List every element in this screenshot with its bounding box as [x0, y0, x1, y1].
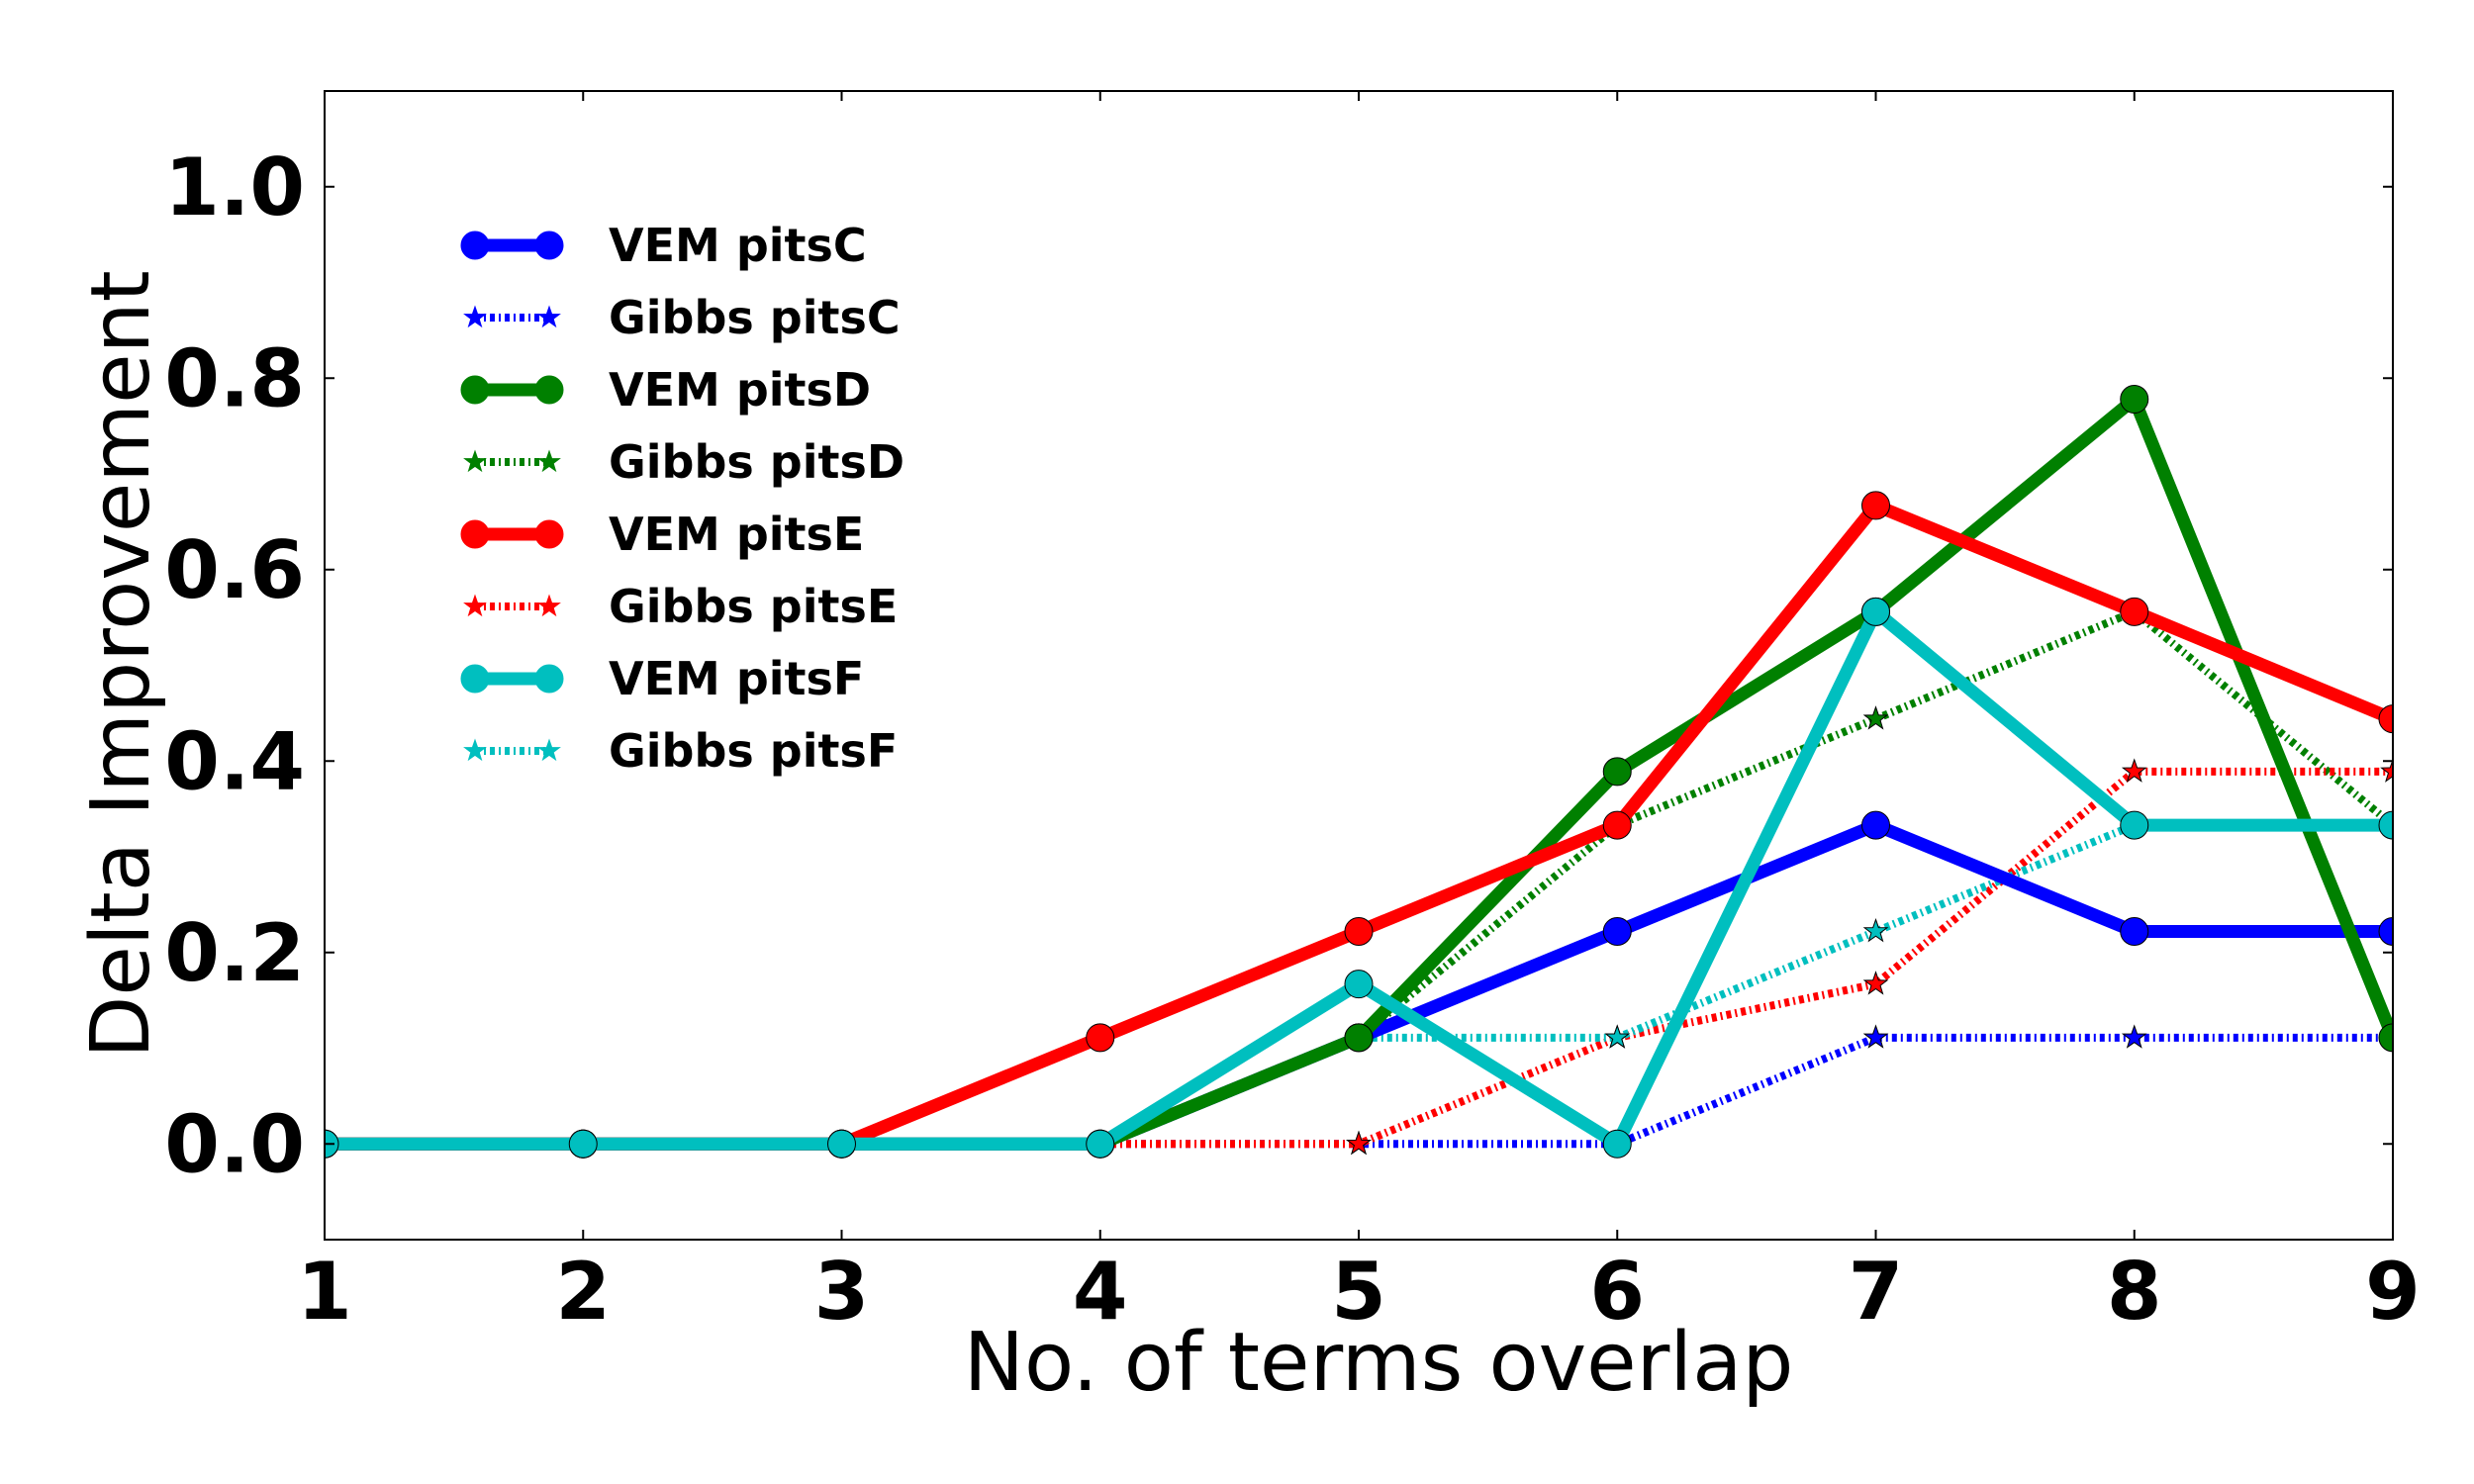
legend-marker	[463, 594, 487, 617]
legend-item: Gibbs pitsC	[463, 291, 901, 344]
y-tick-label: 0.8	[164, 332, 305, 424]
legend-item: VEM pitsF	[460, 652, 864, 705]
data-point	[2378, 704, 2393, 734]
legend-marker	[537, 738, 561, 762]
legend-marker	[460, 519, 490, 549]
legend-marker	[534, 664, 564, 694]
legend-label: VEM pitsE	[609, 508, 864, 561]
x-tick-label: 8	[2107, 1246, 2162, 1338]
data-point	[2120, 810, 2149, 840]
x-tick-label: 9	[2365, 1246, 2421, 1338]
data-point	[1604, 1024, 1631, 1049]
x-tick-label: 3	[814, 1246, 870, 1338]
y-axis-title: Delta Improvement	[74, 270, 168, 1058]
data-point	[1862, 971, 1889, 995]
x-tick-label: 7	[1849, 1246, 1904, 1338]
data-point	[2378, 1023, 2393, 1053]
data-point	[1344, 970, 1374, 999]
legend-label: VEM pitsF	[609, 652, 864, 705]
data-point	[1861, 597, 1890, 626]
data-point	[1602, 916, 1632, 946]
data-point	[1862, 917, 1889, 943]
legend-item: Gibbs pitsF	[463, 724, 898, 778]
data-point	[1861, 810, 1890, 840]
y-tick-label: 0.2	[164, 907, 305, 999]
legend-marker	[537, 594, 561, 617]
data-point	[568, 1129, 598, 1159]
series-vem-pitsf	[325, 597, 2393, 1159]
data-point	[2120, 597, 2149, 626]
data-point	[1344, 916, 1374, 946]
y-tick-label: 0.0	[164, 1098, 305, 1190]
legend-marker	[463, 738, 487, 762]
data-point	[2120, 385, 2149, 415]
x-tick-label: 5	[1331, 1246, 1386, 1338]
legend-item: Gibbs pitsD	[463, 435, 904, 489]
legend-marker	[537, 449, 561, 473]
data-point	[1602, 757, 1632, 787]
legend-label: VEM pitsC	[609, 219, 867, 272]
data-point	[1862, 705, 1889, 730]
legend-marker	[534, 375, 564, 405]
ticks-layer: 1 2 3 4 5 6 7 8 9 0.0 0.2 0.4 0.6 0.8 1.0	[164, 91, 2421, 1338]
legend-label: Gibbs pitsF	[609, 724, 898, 778]
data-point	[2121, 758, 2147, 783]
legend-marker	[534, 231, 564, 260]
legend: VEM pitsC Gibbs pitsC VEM pitsD Gibbs pitsD…	[460, 219, 904, 778]
x-tick-label: 6	[1589, 1246, 1645, 1338]
x-tick-label: 2	[555, 1246, 611, 1338]
legend-label: Gibbs pitsC	[609, 291, 901, 344]
data-point	[2380, 758, 2393, 783]
x-axis-title: No. of terms overlap	[964, 1316, 1794, 1410]
legend-marker	[537, 305, 561, 328]
legend-marker	[534, 519, 564, 549]
legend-item: Gibbs pitsE	[463, 580, 898, 633]
legend-marker	[460, 231, 490, 260]
legend-item: VEM pitsE	[460, 508, 864, 561]
data-point	[1086, 1023, 1115, 1053]
data-point	[1602, 1129, 1632, 1159]
legend-marker	[460, 375, 490, 405]
y-tick-label: 0.4	[164, 715, 305, 807]
data-point	[1861, 491, 1890, 520]
data-point	[1086, 1129, 1115, 1159]
legend-marker	[463, 305, 487, 328]
legend-label: VEM pitsD	[609, 363, 871, 417]
legend-item: VEM pitsC	[460, 219, 867, 272]
legend-marker	[463, 449, 487, 473]
y-tick-label: 1.0	[164, 141, 305, 233]
legend-label: Gibbs pitsE	[609, 580, 898, 633]
data-point	[827, 1129, 856, 1159]
legend-label: Gibbs pitsD	[609, 435, 904, 489]
x-tick-label: 1	[297, 1246, 352, 1338]
data-point	[2378, 916, 2393, 946]
legend-marker	[460, 664, 490, 694]
series-layer	[325, 385, 2393, 1159]
data-point	[1602, 810, 1632, 840]
data-point	[2121, 1024, 2147, 1049]
data-point	[2120, 916, 2149, 946]
data-point	[1346, 1130, 1372, 1156]
data-point	[1862, 1024, 1889, 1049]
legend-item: VEM pitsD	[460, 363, 871, 417]
data-point	[2378, 810, 2393, 840]
x-tick-label: 4	[1073, 1246, 1128, 1338]
y-tick-label: 0.6	[164, 524, 305, 616]
data-point	[1344, 1023, 1374, 1053]
